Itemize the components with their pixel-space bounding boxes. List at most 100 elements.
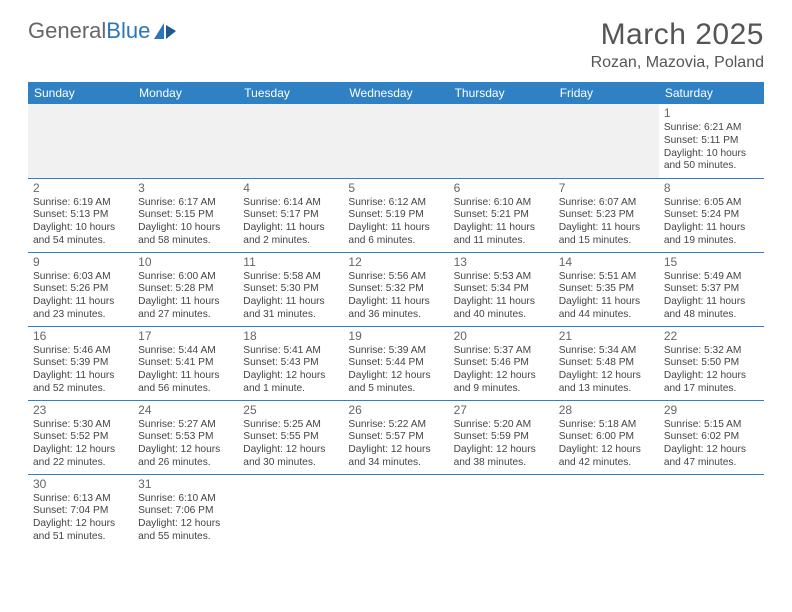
calendar-cell: 19Sunrise: 5:39 AMSunset: 5:44 PMDayligh… (343, 326, 448, 400)
sunset-text: Sunset: 5:48 PM (559, 357, 654, 370)
sunrise-text: Sunrise: 6:00 AM (138, 271, 233, 284)
day-number: 19 (348, 329, 443, 344)
calendar-cell: 18Sunrise: 5:41 AMSunset: 5:43 PMDayligh… (238, 326, 343, 400)
sunrise-text: Sunrise: 5:39 AM (348, 345, 443, 358)
daylight-text: Daylight: 11 hours and 19 minutes. (664, 222, 759, 248)
calendar-cell: 20Sunrise: 5:37 AMSunset: 5:46 PMDayligh… (449, 326, 554, 400)
weekday-header: Monday (133, 82, 238, 104)
sunset-text: Sunset: 5:50 PM (664, 357, 759, 370)
calendar-cell: 31Sunrise: 6:10 AMSunset: 7:06 PMDayligh… (133, 474, 238, 548)
sunrise-text: Sunrise: 6:17 AM (138, 197, 233, 210)
sunset-text: Sunset: 5:35 PM (559, 283, 654, 296)
sunrise-text: Sunrise: 5:56 AM (348, 271, 443, 284)
day-number: 22 (664, 329, 759, 344)
sunset-text: Sunset: 5:13 PM (33, 209, 128, 222)
sunset-text: Sunset: 5:44 PM (348, 357, 443, 370)
day-number: 13 (454, 255, 549, 270)
daylight-text: Daylight: 11 hours and 48 minutes. (664, 296, 759, 322)
day-number: 16 (33, 329, 128, 344)
calendar-table: Sunday Monday Tuesday Wednesday Thursday… (28, 82, 764, 548)
day-number: 30 (33, 477, 128, 492)
calendar-row: 1Sunrise: 6:21 AMSunset: 5:11 PMDaylight… (28, 104, 764, 178)
day-number: 2 (33, 181, 128, 196)
day-number: 18 (243, 329, 338, 344)
sunset-text: Sunset: 5:26 PM (33, 283, 128, 296)
calendar-cell: 7Sunrise: 6:07 AMSunset: 5:23 PMDaylight… (554, 178, 659, 252)
sunrise-text: Sunrise: 5:34 AM (559, 345, 654, 358)
daylight-text: Daylight: 12 hours and 47 minutes. (664, 444, 759, 470)
sunset-text: Sunset: 5:43 PM (243, 357, 338, 370)
day-number: 27 (454, 403, 549, 418)
header: GeneralBlue March 2025 Rozan, Mazovia, P… (28, 18, 764, 72)
sunrise-text: Sunrise: 6:03 AM (33, 271, 128, 284)
daylight-text: Daylight: 12 hours and 38 minutes. (454, 444, 549, 470)
sunset-text: Sunset: 5:53 PM (138, 431, 233, 444)
calendar-cell: 28Sunrise: 5:18 AMSunset: 6:00 PMDayligh… (554, 400, 659, 474)
sunset-text: Sunset: 5:57 PM (348, 431, 443, 444)
day-number: 24 (138, 403, 233, 418)
sunrise-text: Sunrise: 6:21 AM (664, 122, 759, 135)
sunrise-text: Sunrise: 6:14 AM (243, 197, 338, 210)
sunset-text: Sunset: 5:24 PM (664, 209, 759, 222)
sunset-text: Sunset: 5:52 PM (33, 431, 128, 444)
day-number: 31 (138, 477, 233, 492)
day-number: 14 (559, 255, 654, 270)
sunrise-text: Sunrise: 5:46 AM (33, 345, 128, 358)
calendar-cell: 17Sunrise: 5:44 AMSunset: 5:41 PMDayligh… (133, 326, 238, 400)
daylight-text: Daylight: 12 hours and 5 minutes. (348, 370, 443, 396)
daylight-text: Daylight: 10 hours and 54 minutes. (33, 222, 128, 248)
day-number: 25 (243, 403, 338, 418)
calendar-cell: 24Sunrise: 5:27 AMSunset: 5:53 PMDayligh… (133, 400, 238, 474)
sunrise-text: Sunrise: 6:07 AM (559, 197, 654, 210)
sunset-text: Sunset: 5:15 PM (138, 209, 233, 222)
calendar-cell: 21Sunrise: 5:34 AMSunset: 5:48 PMDayligh… (554, 326, 659, 400)
day-number: 12 (348, 255, 443, 270)
sunrise-text: Sunrise: 5:53 AM (454, 271, 549, 284)
calendar-cell: 8Sunrise: 6:05 AMSunset: 5:24 PMDaylight… (659, 178, 764, 252)
daylight-text: Daylight: 12 hours and 42 minutes. (559, 444, 654, 470)
daylight-text: Daylight: 11 hours and 36 minutes. (348, 296, 443, 322)
daylight-text: Daylight: 11 hours and 23 minutes. (33, 296, 128, 322)
logo-text-1: General (28, 18, 106, 44)
weekday-header: Sunday (28, 82, 133, 104)
calendar-cell: 11Sunrise: 5:58 AMSunset: 5:30 PMDayligh… (238, 252, 343, 326)
sunset-text: Sunset: 5:19 PM (348, 209, 443, 222)
calendar-cell: 9Sunrise: 6:03 AMSunset: 5:26 PMDaylight… (28, 252, 133, 326)
weekday-header: Wednesday (343, 82, 448, 104)
day-number: 28 (559, 403, 654, 418)
sunrise-text: Sunrise: 5:20 AM (454, 419, 549, 432)
sunset-text: Sunset: 7:04 PM (33, 505, 128, 518)
day-number: 3 (138, 181, 233, 196)
logo-text-2: Blue (106, 18, 150, 44)
daylight-text: Daylight: 11 hours and 15 minutes. (559, 222, 654, 248)
sunrise-text: Sunrise: 5:37 AM (454, 345, 549, 358)
weekday-header: Saturday (659, 82, 764, 104)
sunrise-text: Sunrise: 6:13 AM (33, 493, 128, 506)
weekday-header: Thursday (449, 82, 554, 104)
sunset-text: Sunset: 6:02 PM (664, 431, 759, 444)
sunset-text: Sunset: 5:32 PM (348, 283, 443, 296)
sunset-text: Sunset: 5:23 PM (559, 209, 654, 222)
daylight-text: Daylight: 12 hours and 55 minutes. (138, 518, 233, 544)
sunrise-text: Sunrise: 5:18 AM (559, 419, 654, 432)
sunset-text: Sunset: 5:21 PM (454, 209, 549, 222)
daylight-text: Daylight: 11 hours and 27 minutes. (138, 296, 233, 322)
day-number: 7 (559, 181, 654, 196)
day-number: 6 (454, 181, 549, 196)
calendar-cell: 30Sunrise: 6:13 AMSunset: 7:04 PMDayligh… (28, 474, 133, 548)
weekday-row: Sunday Monday Tuesday Wednesday Thursday… (28, 82, 764, 104)
logo: GeneralBlue (28, 18, 178, 44)
sunrise-text: Sunrise: 5:25 AM (243, 419, 338, 432)
calendar-cell: 26Sunrise: 5:22 AMSunset: 5:57 PMDayligh… (343, 400, 448, 474)
daylight-text: Daylight: 12 hours and 13 minutes. (559, 370, 654, 396)
calendar-cell: 13Sunrise: 5:53 AMSunset: 5:34 PMDayligh… (449, 252, 554, 326)
daylight-text: Daylight: 11 hours and 2 minutes. (243, 222, 338, 248)
calendar-cell (133, 104, 238, 178)
sunset-text: Sunset: 5:11 PM (664, 135, 759, 148)
sunrise-text: Sunrise: 6:19 AM (33, 197, 128, 210)
daylight-text: Daylight: 11 hours and 44 minutes. (559, 296, 654, 322)
location: Rozan, Mazovia, Poland (591, 54, 764, 72)
sunset-text: Sunset: 5:30 PM (243, 283, 338, 296)
calendar-cell (554, 474, 659, 548)
sunrise-text: Sunrise: 5:15 AM (664, 419, 759, 432)
